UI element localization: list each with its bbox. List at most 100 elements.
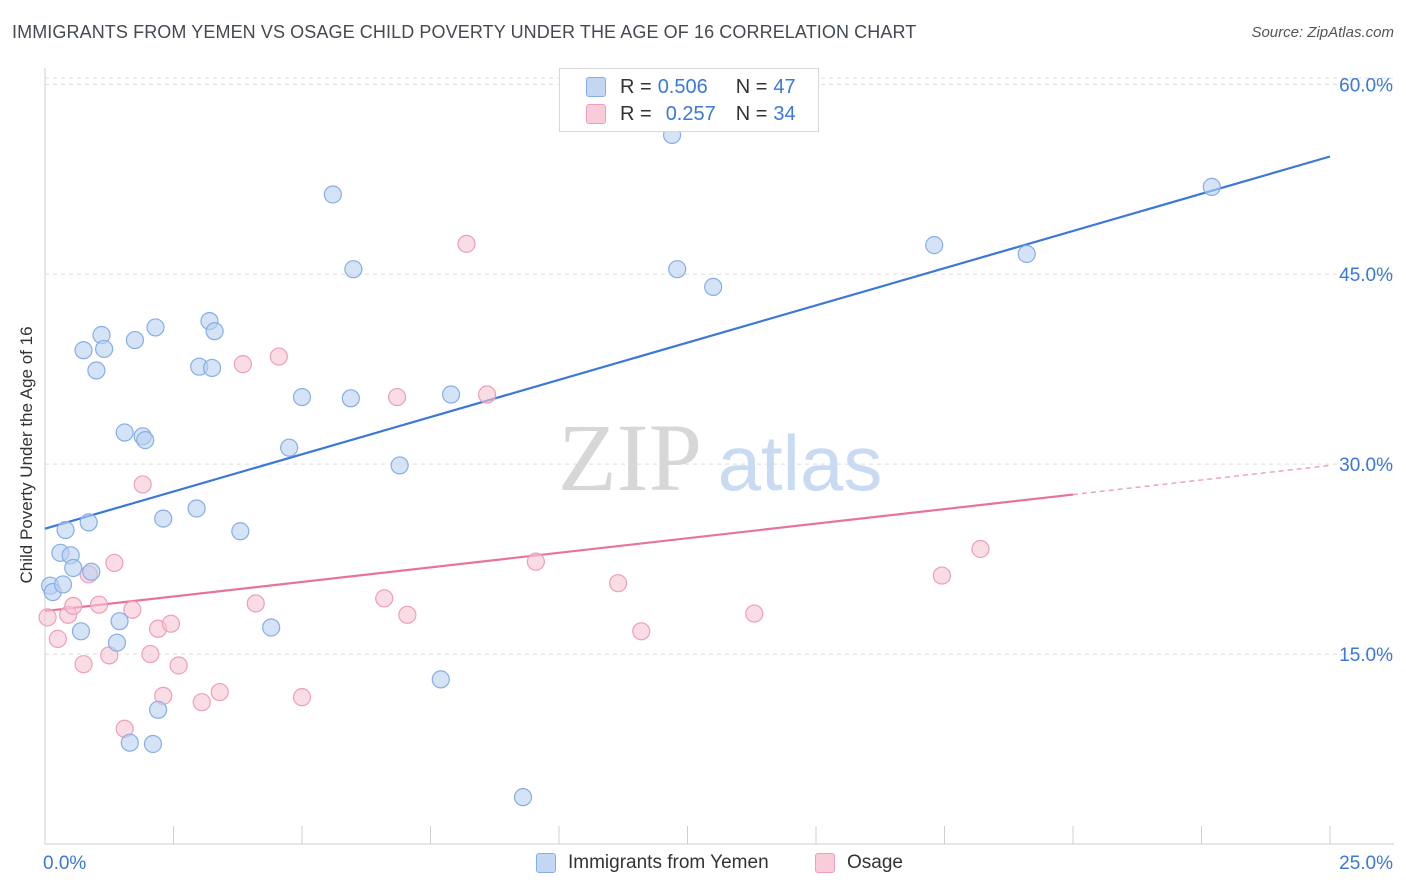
osage-point bbox=[387, 387, 407, 407]
yemen-point bbox=[115, 423, 134, 442]
correlation-legend: R = 0.506 N = 47 R = 0.257 N = 34 bbox=[559, 68, 819, 132]
legend-r-label: R = bbox=[620, 75, 652, 98]
osage-point bbox=[133, 475, 152, 494]
yemen-point bbox=[431, 670, 450, 689]
osage-point bbox=[246, 594, 265, 613]
yemen-point bbox=[56, 520, 75, 540]
yemen-point bbox=[79, 513, 98, 532]
yemen-point bbox=[202, 358, 222, 378]
yemen-point bbox=[64, 558, 83, 578]
yemen-point bbox=[704, 277, 723, 297]
yemen-point bbox=[344, 260, 363, 279]
osage-point bbox=[609, 574, 628, 593]
legend-r-label: R = bbox=[620, 102, 652, 125]
yemen-point bbox=[53, 575, 73, 594]
bottom-legend-label-pink: Osage bbox=[847, 852, 903, 873]
yemen-point bbox=[441, 385, 461, 404]
yemen-point bbox=[280, 438, 299, 457]
osage-point bbox=[89, 595, 109, 614]
osage-point bbox=[932, 566, 952, 585]
chart-title: IMMIGRANTS FROM YEMEN VS OSAGE CHILD POV… bbox=[12, 22, 917, 42]
bottom-legend-pink: Osage bbox=[815, 852, 903, 874]
yemen-point bbox=[323, 185, 342, 204]
osage-point bbox=[64, 596, 83, 616]
bottom-legend-swatch-pink bbox=[815, 853, 835, 873]
legend-r-value: 0.257 bbox=[665, 102, 716, 125]
yemen-point bbox=[136, 431, 155, 450]
osage-point bbox=[105, 553, 124, 573]
osage-point bbox=[398, 605, 417, 624]
watermark-zip: ZIP bbox=[558, 404, 702, 511]
yemen-point bbox=[187, 499, 206, 518]
osage-point bbox=[375, 589, 394, 608]
osage-point bbox=[74, 655, 93, 674]
yemen-point bbox=[292, 387, 312, 407]
yemen-point bbox=[925, 236, 944, 255]
osage-point bbox=[457, 234, 476, 253]
source-label: Source: ZipAtlas.com bbox=[1251, 24, 1394, 41]
yemen-point bbox=[87, 361, 106, 380]
yemen-point bbox=[262, 618, 281, 637]
legend-n-value: 47 bbox=[773, 75, 796, 98]
yemen-point bbox=[148, 700, 168, 719]
osage-trend-extension bbox=[1072, 464, 1331, 496]
legend-swatch-pink bbox=[586, 104, 606, 124]
y-tick-label: 15.0% bbox=[1339, 645, 1393, 666]
yemen-point bbox=[154, 509, 173, 528]
x-tick-label: 0.0% bbox=[43, 853, 86, 874]
yemen-point bbox=[143, 734, 163, 754]
bottom-legend-swatch-blue bbox=[536, 853, 556, 873]
legend-r-value: 0.506 bbox=[657, 75, 708, 98]
osage-point bbox=[971, 539, 990, 559]
legend-row-pink: R = 0.257 N = 34 bbox=[586, 102, 796, 126]
osage-point bbox=[477, 385, 497, 404]
bottom-legend-blue: Immigrants from Yemen bbox=[536, 852, 769, 874]
yemen-trend-line bbox=[44, 155, 1331, 530]
osage-point bbox=[632, 622, 651, 641]
osage-point bbox=[141, 644, 160, 664]
watermark-atlas: atlas bbox=[718, 419, 883, 507]
yemen-point bbox=[1202, 177, 1221, 196]
yemen-point bbox=[110, 612, 129, 631]
yemen-point bbox=[125, 330, 145, 350]
yemen-point bbox=[82, 562, 101, 581]
legend-swatch-blue bbox=[586, 77, 606, 97]
axes bbox=[44, 68, 1394, 845]
y-axis-label: Child Poverty Under the Age of 16 bbox=[17, 326, 36, 583]
tick-labels: 15.0% 30.0% 45.0% 60.0% 0.0% 25.0% bbox=[43, 75, 1393, 874]
data-points bbox=[38, 125, 1221, 807]
legend-row-blue: R = 0.506 N = 47 bbox=[586, 75, 796, 99]
yemen-point bbox=[107, 633, 127, 652]
yemen-point bbox=[668, 260, 687, 279]
osage-point bbox=[292, 688, 312, 707]
yemen-point bbox=[231, 522, 250, 541]
legend-n-label: N = bbox=[735, 75, 768, 98]
osage-point bbox=[526, 552, 545, 571]
yemen-point bbox=[71, 622, 91, 641]
y-tick-label: 60.0% bbox=[1339, 75, 1393, 96]
yemen-point bbox=[390, 456, 409, 475]
yemen-point bbox=[513, 788, 533, 807]
y-tick-label: 30.0% bbox=[1339, 455, 1393, 476]
yemen-point bbox=[95, 339, 114, 359]
osage-point bbox=[269, 347, 288, 366]
osage-point bbox=[123, 600, 142, 619]
y-tick-label: 45.0% bbox=[1339, 265, 1393, 286]
osage-trend-line bbox=[44, 493, 1074, 613]
yemen-point bbox=[205, 322, 224, 341]
osage-point bbox=[38, 608, 57, 627]
osage-point bbox=[161, 614, 181, 633]
osage-point bbox=[210, 682, 229, 702]
yemen-point bbox=[120, 733, 139, 752]
bottom-legend-label-blue: Immigrants from Yemen bbox=[568, 852, 769, 873]
osage-point bbox=[48, 629, 67, 648]
yemen-point bbox=[146, 318, 165, 337]
osage-point bbox=[169, 656, 188, 675]
osage-point bbox=[233, 355, 252, 374]
osage-point bbox=[745, 604, 764, 623]
yemen-point bbox=[74, 341, 93, 360]
yemen-point bbox=[341, 389, 360, 408]
trend-lines bbox=[44, 155, 1331, 613]
osage-point bbox=[192, 693, 211, 712]
